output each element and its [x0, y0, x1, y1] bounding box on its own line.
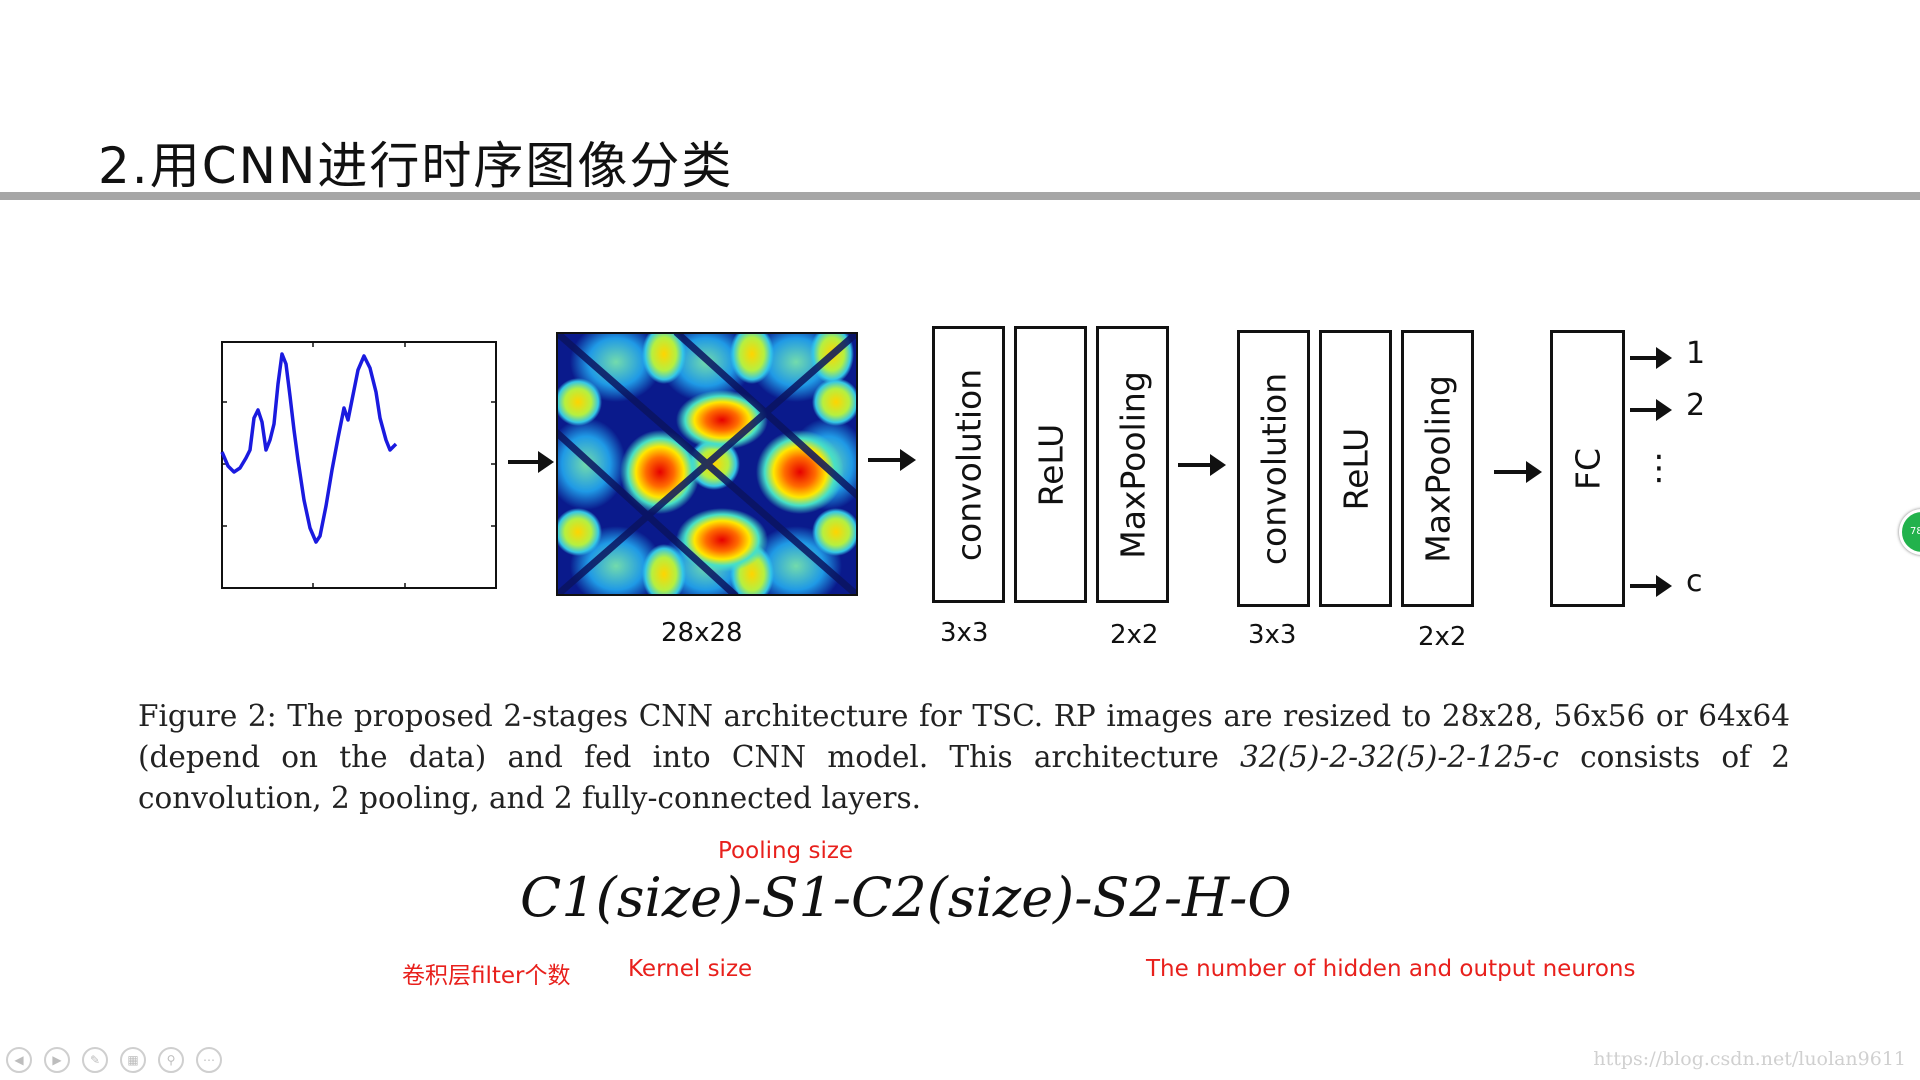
maxpool2-label: MaxPooling	[1418, 374, 1457, 563]
pool2-size-label: 2x2	[1418, 622, 1467, 652]
output-arrow-1	[1630, 347, 1672, 369]
output-label-2: 2	[1686, 388, 1706, 423]
recurrence-plot-image	[556, 332, 858, 596]
pen-icon[interactable]: ✎	[82, 1047, 108, 1073]
maxpool2-block: MaxPooling	[1401, 330, 1474, 607]
conv1-label: convolution	[949, 368, 988, 561]
slide-title: 2.用CNN进行时序图像分类	[98, 137, 734, 195]
relu1-block: ReLU	[1014, 326, 1087, 603]
title-divider	[0, 192, 1920, 200]
output-arrow-2	[1630, 399, 1672, 421]
slides-icon[interactable]: ▦	[120, 1047, 146, 1073]
architecture-formula: C1(size)-S1-C2(size)-S2-H-O	[520, 866, 1292, 929]
plot-ticks	[222, 342, 496, 588]
watermark-url: https://blog.csdn.net/luolan9611	[1593, 1048, 1906, 1070]
output-arrow-c	[1630, 575, 1672, 597]
annotation-hidden-output: The number of hidden and output neurons	[1146, 956, 1636, 982]
maxpool1-label: MaxPooling	[1113, 370, 1152, 559]
arrow-signal-to-rp	[508, 451, 554, 473]
maxpool1-block: MaxPooling	[1096, 326, 1169, 603]
conv2-block: convolution	[1237, 330, 1310, 607]
output-label-1: 1	[1686, 336, 1706, 371]
caption-text-b: consists of 2 convolution, 2 pooling, an…	[138, 740, 1790, 815]
annotation-filter-count: 卷积层filter个数	[402, 963, 571, 989]
more-icon[interactable]: ⋯	[196, 1047, 222, 1073]
time-series-plot	[220, 341, 497, 589]
annotation-kernel-size: Kernel size	[628, 956, 753, 982]
relu2-block: ReLU	[1319, 330, 1392, 607]
rp-size-label: 28x28	[661, 618, 743, 648]
figure-caption: Figure 2: The proposed 2-stages CNN arch…	[138, 696, 1790, 819]
arrow-stage1-to-stage2	[1178, 454, 1226, 476]
conv1-kernel-label: 3x3	[940, 618, 989, 648]
relu1-label: ReLU	[1031, 423, 1070, 506]
conv2-label: convolution	[1254, 372, 1293, 565]
pool1-size-label: 2x2	[1110, 620, 1159, 650]
zoom-icon[interactable]: ⚲	[158, 1047, 184, 1073]
conv2-kernel-label: 3x3	[1248, 620, 1297, 650]
fc-label: FC	[1568, 447, 1607, 490]
output-ellipsis: ⋮	[1642, 448, 1676, 488]
arrow-stage2-to-fc	[1494, 461, 1542, 483]
signal-line	[220, 352, 398, 544]
relu2-label: ReLU	[1336, 427, 1375, 510]
conv1-block: convolution	[932, 326, 1005, 603]
plot-frame	[221, 341, 497, 589]
output-label-c: c	[1686, 564, 1703, 599]
prev-icon[interactable]: ◀	[6, 1047, 32, 1073]
arrow-rp-to-conv1	[868, 449, 916, 471]
caption-architecture-code: 32(5)-2-32(5)-2-125-c	[1240, 740, 1559, 774]
annotation-pooling-size: Pooling size	[718, 838, 854, 864]
next-icon[interactable]: ▶	[44, 1047, 70, 1073]
fc-block: FC	[1550, 330, 1625, 607]
caption-text-a: Figure 2: The proposed 2-stages CNN arch…	[138, 699, 1790, 774]
